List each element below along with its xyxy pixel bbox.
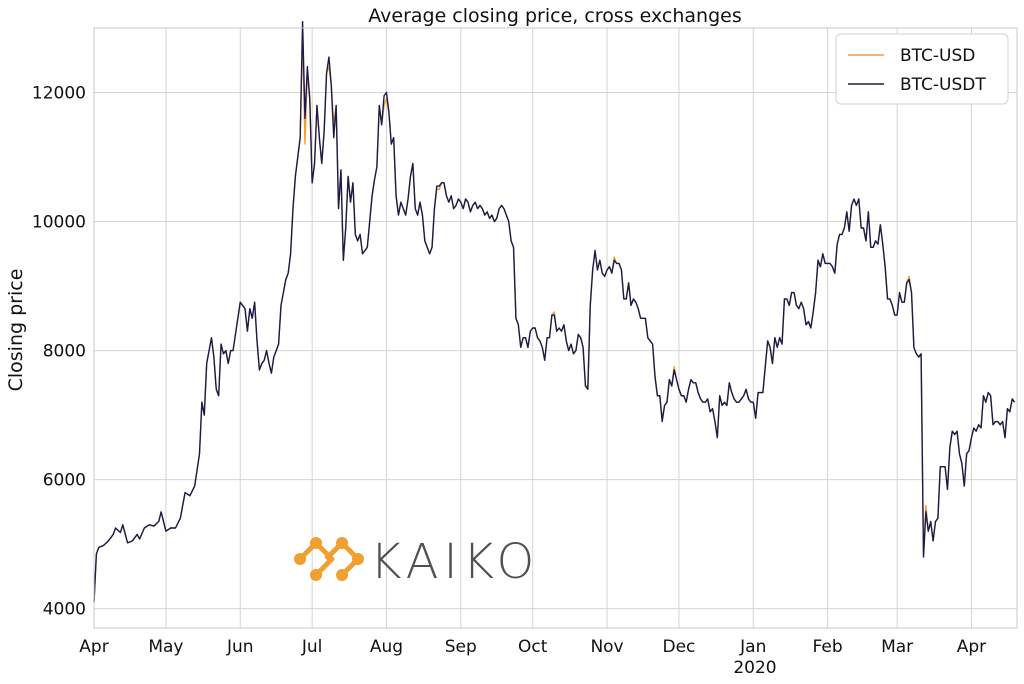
x-tick-label: Apr	[957, 637, 986, 657]
logo-chevron-left	[298, 540, 335, 577]
legend: BTC-USD BTC-USDT	[835, 33, 1009, 105]
y-tick-label: 8000	[43, 342, 86, 362]
x-axis-year-label: 2020	[733, 658, 776, 678]
legend-box	[835, 33, 1009, 105]
series-line-btc-usdt	[93, 20, 1016, 603]
logo-node	[310, 569, 322, 581]
x-tick-label: Oct	[518, 637, 548, 657]
x-tick-label: Jan	[739, 637, 766, 657]
kaiko-logo-icon	[294, 537, 364, 581]
y-tick-label: 10000	[32, 213, 86, 233]
x-tick-label: Nov	[590, 637, 623, 657]
y-axis-title: Closing price	[5, 269, 27, 392]
logo-node	[336, 537, 348, 549]
legend-label-btc-usdt: BTC-USDT	[900, 75, 986, 95]
y-tick-label: 4000	[43, 600, 86, 620]
logo-node	[352, 553, 364, 565]
kaiko-watermark: KAIKO	[294, 534, 539, 590]
x-tick-label: Jun	[226, 637, 254, 657]
x-tick-label: Sep	[445, 637, 477, 657]
x-tick-label: Apr	[79, 637, 108, 657]
chart-title: Average closing price, cross exchanges	[368, 5, 742, 27]
x-tick-label: Mar	[881, 637, 913, 657]
logo-chevron-right	[324, 540, 361, 577]
x-tick-label: Dec	[663, 637, 696, 657]
logo-node	[336, 569, 348, 581]
kaiko-logo-text: KAIKO	[370, 534, 539, 590]
logo-node	[294, 553, 306, 565]
x-tick-label: May	[148, 637, 183, 657]
x-axis: Apr May Jun Jul Aug Sep Oct Nov Dec Jan Feb Mar Apr	[79, 637, 986, 657]
series-lines	[93, 20, 1016, 603]
y-tick-label: 6000	[43, 471, 86, 491]
x-tick-label: Feb	[813, 637, 843, 657]
y-axis: 4000 6000 8000 10000 12000	[32, 84, 86, 620]
grid	[93, 28, 1017, 628]
logo-node	[310, 537, 322, 549]
legend-label-btc-usd: BTC-USD	[900, 46, 975, 66]
y-tick-label: 12000	[32, 84, 86, 104]
x-tick-label: Aug	[370, 637, 403, 657]
x-tick-label: Jul	[301, 637, 323, 657]
plot-frame	[93, 27, 1018, 629]
